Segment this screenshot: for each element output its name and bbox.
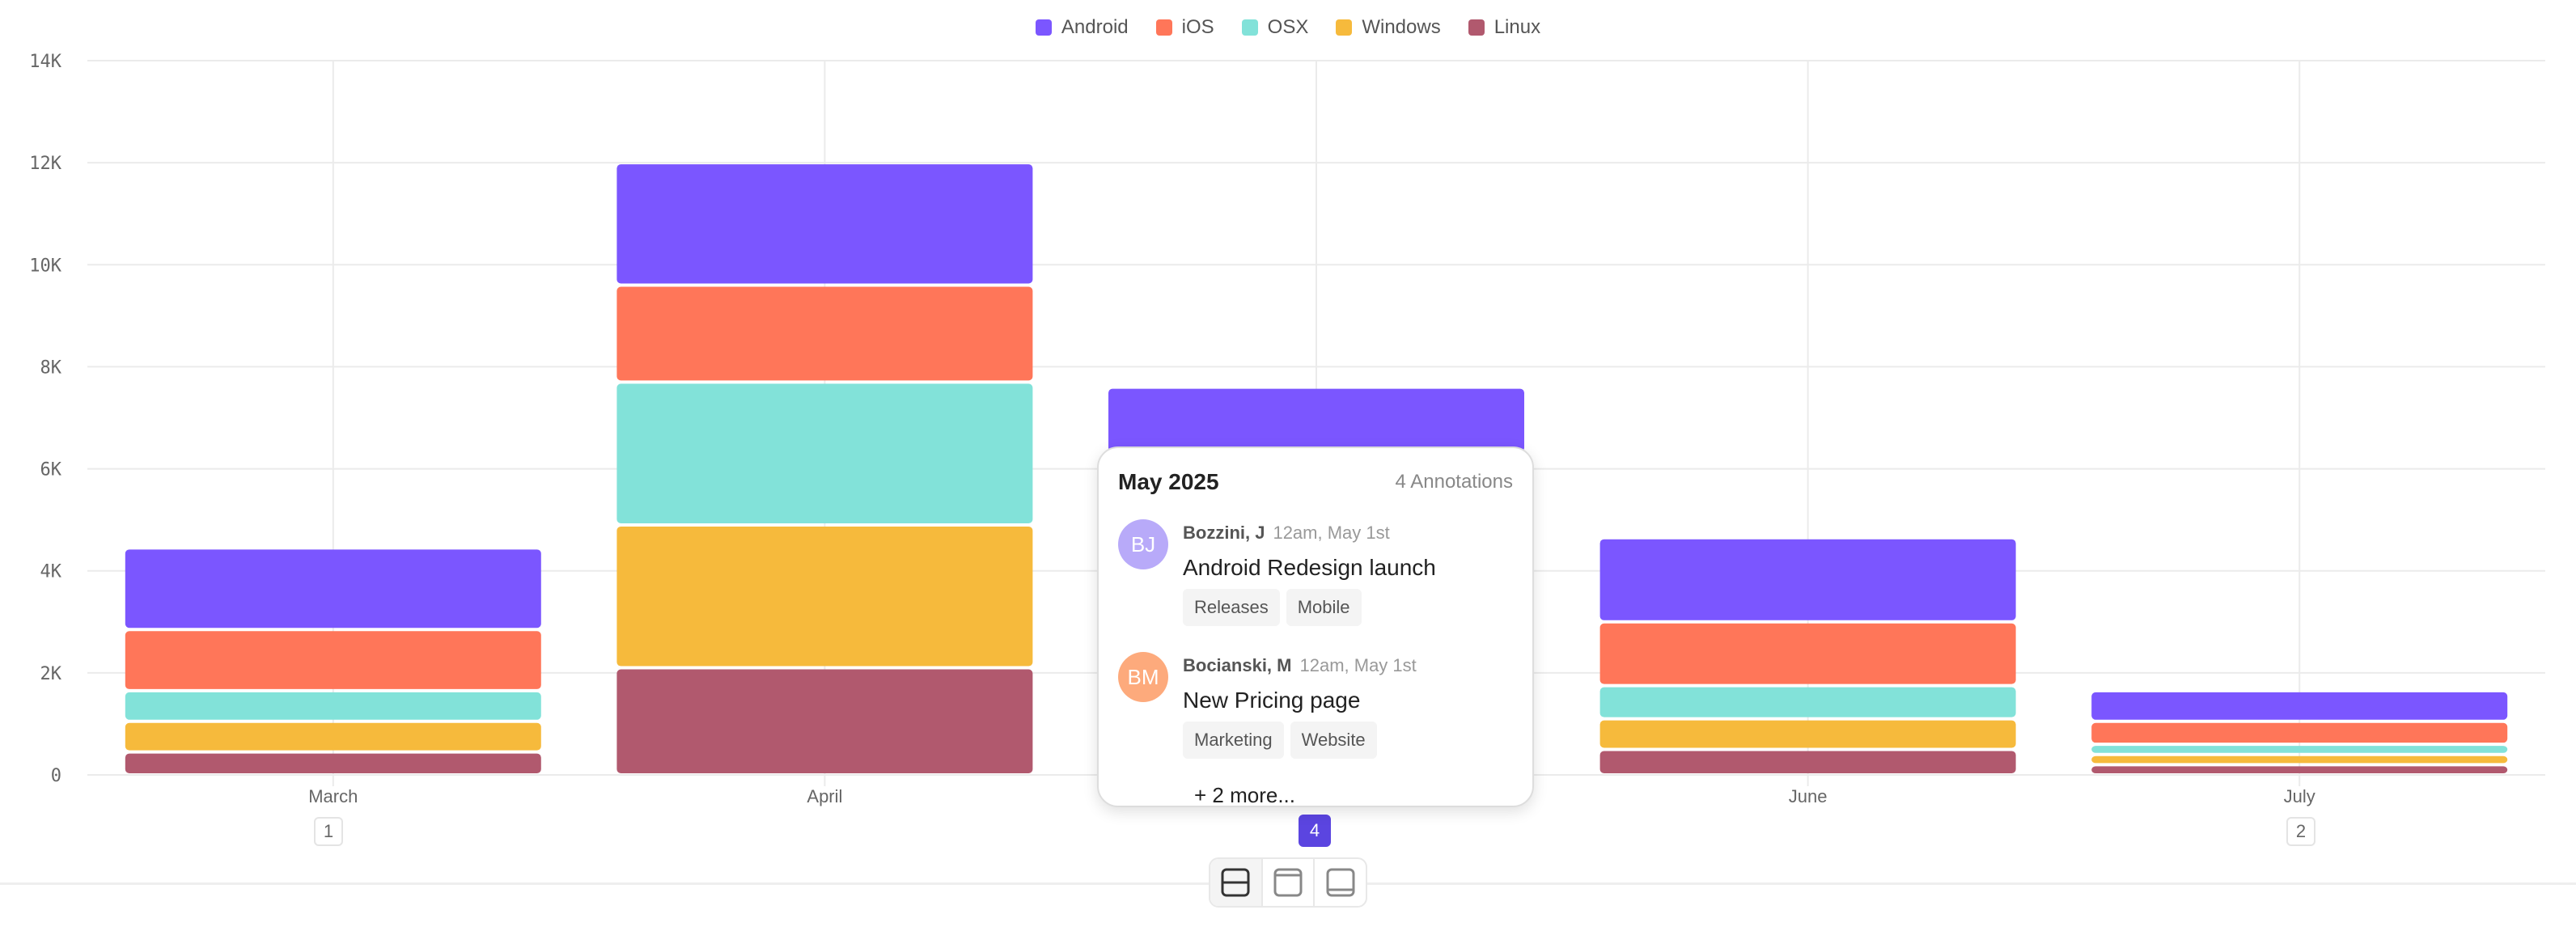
bar-segment-windows[interactable] <box>2091 755 2508 764</box>
bar-segment-linux[interactable] <box>125 753 541 773</box>
bar-segment-ios[interactable] <box>616 286 1033 381</box>
legend-swatch <box>1035 19 1052 36</box>
y-tick-label: 10K <box>29 256 61 276</box>
y-tick-label: 14K <box>29 52 61 72</box>
split-view-button[interactable] <box>1210 859 1263 906</box>
bar-segment-android[interactable] <box>1599 539 2016 620</box>
legend-swatch <box>1155 19 1172 36</box>
annotations-tooltip: May 2025 4 Annotations BJ Bozzini, J 12am… <box>1097 446 1534 807</box>
annotation-tag[interactable]: Releases <box>1183 589 1280 626</box>
x-tick-label: April <box>807 786 842 806</box>
bar-segment-linux[interactable] <box>1599 751 2016 773</box>
legend-swatch <box>1468 19 1485 36</box>
x-tick-label: July <box>2284 786 2315 806</box>
annotation-badge-march[interactable]: 1 <box>314 817 343 846</box>
annotation-item[interactable]: BM Bocianski, M 12am, May 1st New Pricing… <box>1118 652 1513 759</box>
bar-segment-android[interactable] <box>616 164 1033 284</box>
top-panel-icon <box>1273 868 1303 897</box>
bar-segment-linux[interactable] <box>616 669 1033 773</box>
annotation-text: New Pricing page <box>1183 688 1361 713</box>
bar-segment-ios[interactable] <box>2091 722 2508 743</box>
y-tick-label: 12K <box>29 154 61 174</box>
avatar: BM <box>1118 652 1168 702</box>
legend-item-osx[interactable]: OSX <box>1241 16 1309 39</box>
annotation-time: 12am, May 1st <box>1299 655 1417 675</box>
bar-segment-windows[interactable] <box>125 722 541 751</box>
legend-swatch <box>1336 19 1353 36</box>
annotation-item[interactable]: BJ Bozzini, J 12am, May 1st Android Redes… <box>1118 519 1513 626</box>
bar-segment-linux[interactable] <box>2091 766 2508 773</box>
bar-segment-osx[interactable] <box>125 692 541 720</box>
bar-segment-android[interactable] <box>2091 692 2508 720</box>
bar-segment-ios[interactable] <box>1599 623 2016 684</box>
chart-legend: Android iOS OSX Windows Linux <box>0 16 2576 39</box>
bar-segment-android[interactable] <box>1108 388 1524 452</box>
bar-segment-windows[interactable] <box>616 526 1033 667</box>
legend-label: Windows <box>1362 16 1441 38</box>
view-toggle-group <box>1209 857 1367 908</box>
legend-label: OSX <box>1267 16 1309 38</box>
tooltip-annotation-count: 4 Annotations <box>1395 471 1513 493</box>
annotation-author: Bozzini, J <box>1183 523 1265 543</box>
bar-segment-ios[interactable] <box>125 631 541 689</box>
bar-segment-osx[interactable] <box>2091 746 2508 753</box>
x-tick-label: March <box>308 786 358 806</box>
top-panel-button[interactable] <box>1263 859 1316 906</box>
legend-label: Android <box>1061 16 1129 38</box>
legend-label: Linux <box>1493 16 1541 38</box>
annotation-author: Bocianski, M <box>1183 655 1292 675</box>
tooltip-title: May 2025 <box>1118 469 1219 494</box>
bar-segment-android[interactable] <box>125 549 541 628</box>
annotation-tag[interactable]: Mobile <box>1286 589 1362 626</box>
bar-segment-windows[interactable] <box>1599 720 2016 748</box>
annotation-time: 12am, May 1st <box>1273 523 1390 543</box>
y-tick-label: 2K <box>40 664 62 684</box>
legend-item-linux[interactable]: Linux <box>1468 16 1540 39</box>
bar-segment-osx[interactable] <box>1599 687 2016 717</box>
more-annotations-link[interactable]: + 2 more... <box>1194 783 1295 807</box>
annotation-tag[interactable]: Marketing <box>1183 722 1284 759</box>
legend-label: iOS <box>1181 16 1214 38</box>
legend-item-ios[interactable]: iOS <box>1155 16 1214 39</box>
bottom-panel-icon <box>1326 868 1355 897</box>
annotation-tag[interactable]: Website <box>1290 722 1377 759</box>
bar-segment-osx[interactable] <box>616 383 1033 523</box>
legend-item-android[interactable]: Android <box>1035 16 1129 39</box>
x-tick-label: June <box>1789 786 1828 806</box>
split-view-icon <box>1221 868 1250 897</box>
annotation-badge-july[interactable]: 2 <box>2286 817 2315 846</box>
y-tick-label: 0 <box>51 766 61 786</box>
bottom-panel-button[interactable] <box>1315 859 1366 906</box>
annotation-badge-may[interactable]: 4 <box>1299 815 1331 847</box>
y-tick-label: 8K <box>40 358 62 378</box>
legend-swatch <box>1241 19 1258 36</box>
annotation-text: Android Redesign launch <box>1183 555 1436 580</box>
avatar: BJ <box>1118 519 1168 569</box>
y-tick-label: 4K <box>40 562 62 582</box>
y-tick-label: 6K <box>40 460 62 480</box>
legend-item-windows[interactable]: Windows <box>1336 16 1441 39</box>
